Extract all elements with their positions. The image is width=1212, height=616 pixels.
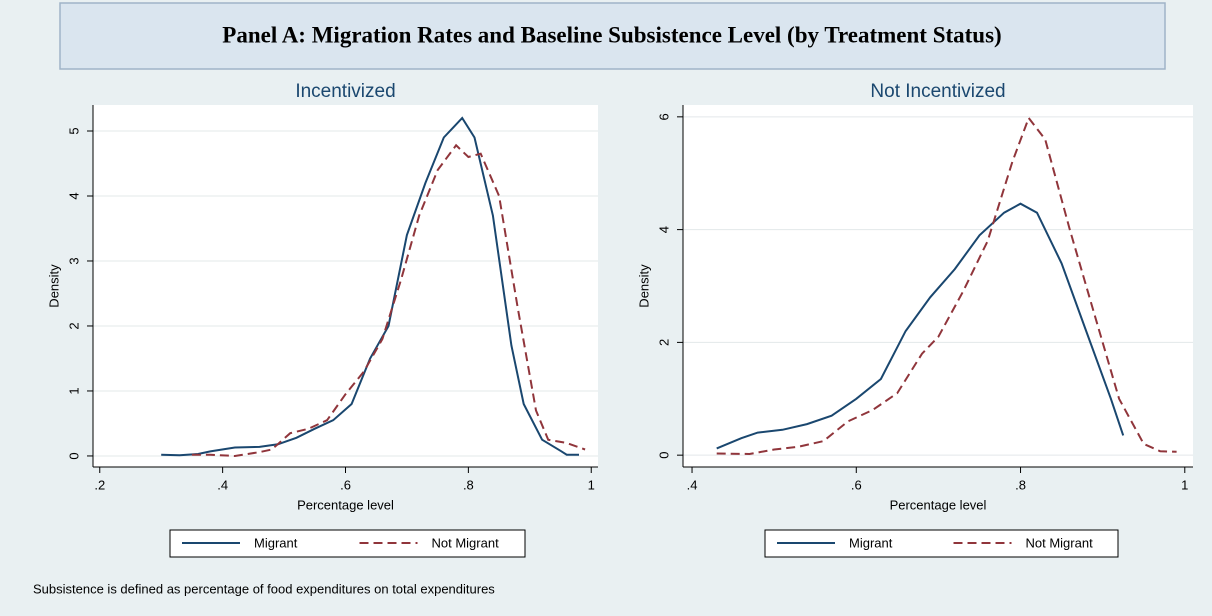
x-tick-label: .4 (217, 477, 228, 492)
chart-title: Incentivized (295, 81, 395, 102)
legend-label: Migrant (254, 535, 298, 550)
x-tick-label: .2 (94, 477, 105, 492)
y-tick-label: 0 (656, 452, 671, 459)
y-axis-label: Density (46, 264, 61, 308)
x-tick-label: .4 (687, 477, 698, 492)
x-tick-label: 1 (588, 477, 595, 492)
x-tick-label: .6 (340, 477, 351, 492)
page-title: Panel A: Migration Rates and Baseline Su… (222, 22, 1001, 47)
series-line (716, 115, 1177, 456)
y-tick-label: 4 (66, 192, 81, 199)
y-tick-label: 0 (66, 452, 81, 459)
series-line (161, 116, 579, 457)
y-tick-label: 4 (656, 226, 671, 233)
y-axis-label: Density (636, 264, 651, 308)
x-tick-label: .8 (463, 477, 474, 492)
plot-area (93, 105, 598, 467)
y-tick-label: 3 (66, 257, 81, 264)
legend-label: Migrant (849, 535, 893, 550)
legend-label: Not Migrant (1026, 535, 1094, 550)
plot-area (683, 105, 1193, 467)
chart-title: Not Incentivized (870, 81, 1005, 102)
x-tick-label: .6 (851, 477, 862, 492)
y-tick-label: 6 (656, 113, 671, 120)
y-tick-label: 1 (66, 387, 81, 394)
x-axis-label: Percentage level (297, 497, 394, 512)
legend-label: Not Migrant (432, 535, 500, 550)
x-tick-label: .8 (1015, 477, 1026, 492)
title-box (59, 2, 1166, 70)
y-tick-label: 5 (66, 127, 81, 134)
footnote: Subsistence is defined as percentage of … (33, 581, 495, 596)
y-tick-label: 2 (656, 339, 671, 346)
x-tick-label: 1 (1181, 477, 1188, 492)
y-tick-label: 2 (66, 322, 81, 329)
x-axis-label: Percentage level (890, 497, 987, 512)
series-line (191, 143, 586, 458)
series-line (716, 202, 1125, 450)
